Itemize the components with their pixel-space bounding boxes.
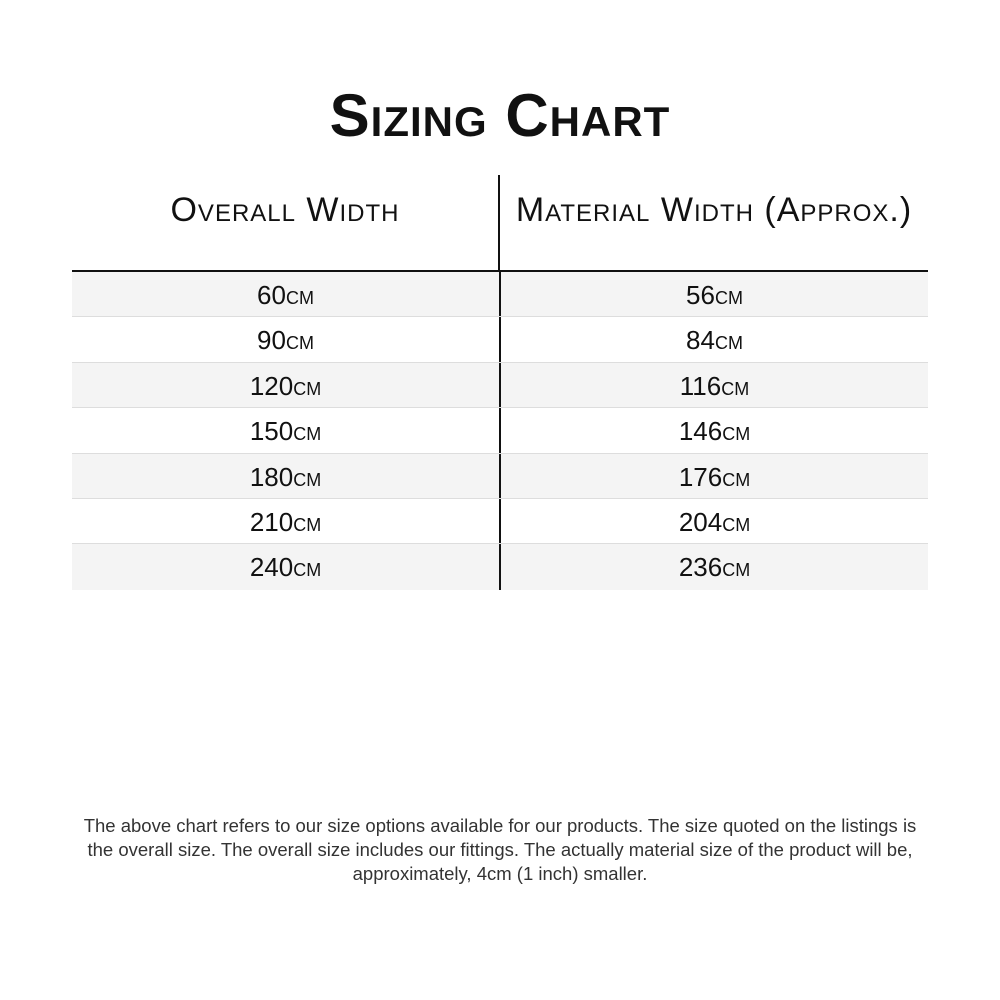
table-row: 240cm 236cm [72,544,928,590]
overall-width-cell: 210cm [72,498,501,544]
table-row: 60cm 56cm [72,272,928,318]
footnote: The above chart refers to our size optio… [83,815,917,884]
table-row: 90cm 84cm [72,317,928,363]
table-row: 150cm 146cm [72,408,928,454]
material-width-cell: 236cm [678,552,751,583]
material-width-cell: 116cm [679,370,750,401]
overall-width-cell: 240cm [72,544,501,590]
header-overall-width: Overall Width [72,175,500,270]
overall-width-cell: 150cm [72,408,501,453]
material-width-cell: 56cm [686,280,743,310]
sizing-table: Overall Width Material Width (Approx.) 6… [72,175,928,590]
material-width-cell: 146cm [678,416,751,447]
table-body: 60cm 56cm 90cm 84cm 120cm 116cm 150cm 146cm 180c… [72,272,928,590]
table-row: 180cm 176cm [72,453,928,499]
header-material-width: Material Width (Approx.) [515,191,913,229]
overall-width-cell: 90cm [72,317,501,362]
material-width-cell: 84cm [686,325,743,356]
page-title: Sizing Chart [329,82,671,149]
table-row: 210cm 204cm [72,498,928,545]
material-width-cell: 176cm [678,461,751,492]
table-row: 120cm 116cm [72,362,928,409]
overall-width-cell: 180cm [72,453,501,498]
table-header: Overall Width Material Width (Approx.) [72,175,928,272]
overall-width-cell: 60cm [72,272,501,317]
overall-width-cell: 120cm [72,362,501,408]
material-width-cell: 204cm [678,506,751,537]
